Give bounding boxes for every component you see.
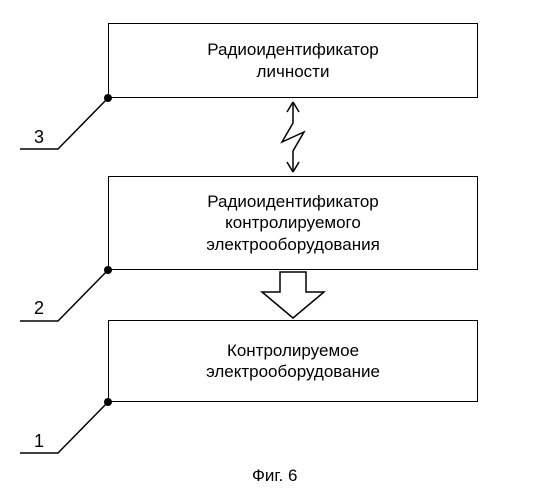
box-number-1: 1 (34, 431, 44, 452)
box-number-2: 2 (34, 298, 44, 319)
box-number-3: 3 (34, 127, 44, 148)
line: личности (257, 62, 330, 81)
line: Радиоидентификатор (207, 192, 379, 211)
line: электрооборудование (206, 362, 380, 381)
line: Контролируемое (227, 341, 359, 360)
box-radio-id-equipment: Радиоидентификатор контролируемого элект… (108, 176, 478, 270)
line: Радиоидентификатор (207, 40, 379, 59)
box-text: Контролируемое электрооборудование (206, 340, 380, 383)
line: электрооборудования (206, 235, 380, 254)
box-text: Радиоидентификатор контролируемого элект… (206, 191, 380, 255)
box-radio-id-person: Радиоидентификатор личности (108, 23, 478, 98)
line: контролируемого (225, 213, 361, 232)
block-arrow-down-icon (258, 270, 328, 320)
wireless-link-icon (273, 98, 313, 176)
figure-caption: Фиг. 6 (252, 466, 297, 486)
box-controlled-equipment: Контролируемое электрооборудование (108, 320, 478, 402)
box-text: Радиоидентификатор личности (207, 39, 379, 82)
